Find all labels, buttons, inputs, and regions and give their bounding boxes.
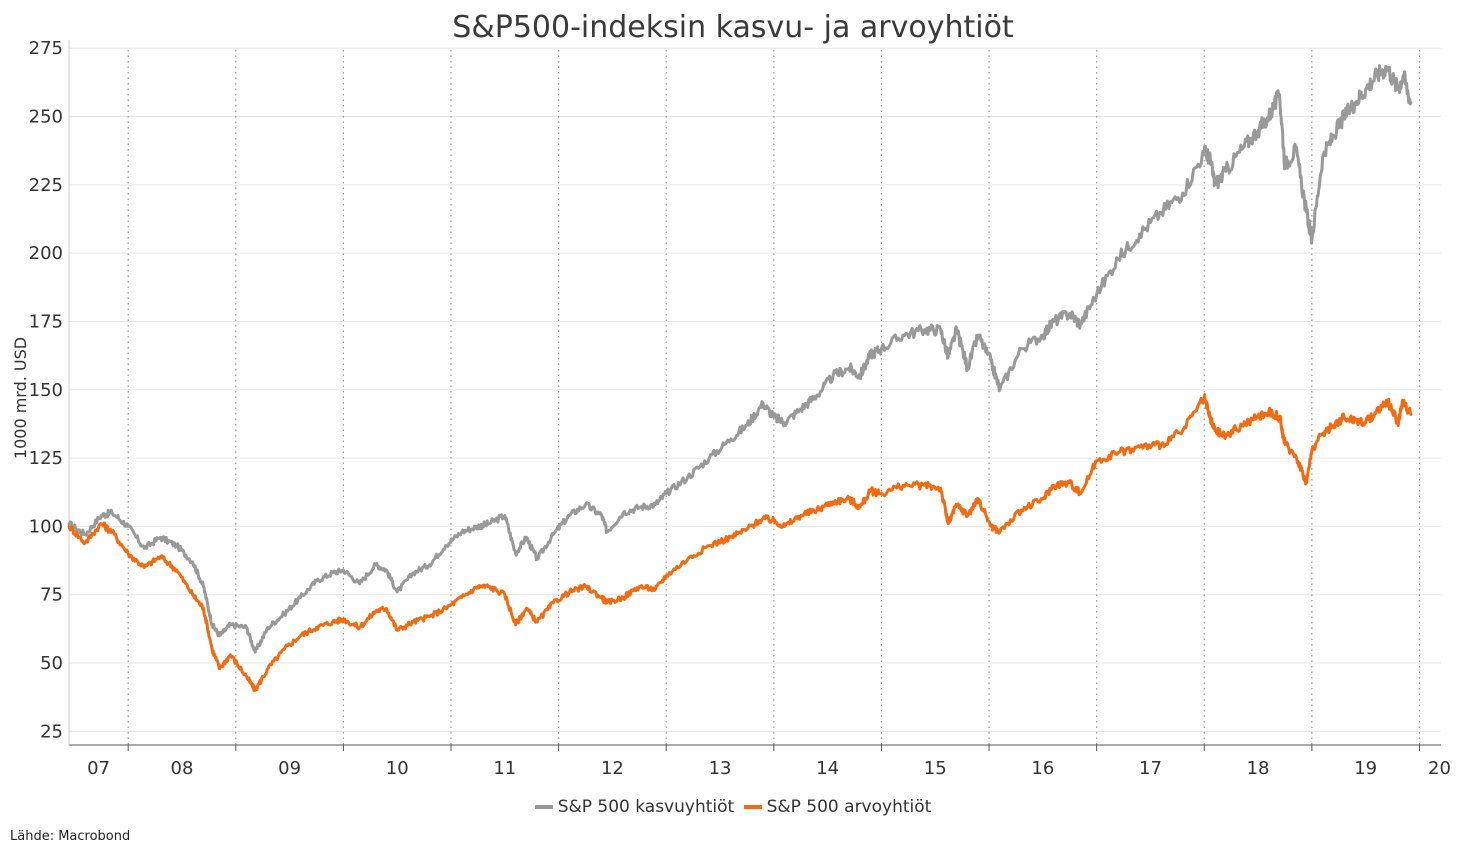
series-line-growth xyxy=(67,64,1413,654)
x-tick-label: 16 xyxy=(1031,758,1054,779)
source-note: Lähde: Macrobond xyxy=(10,829,131,844)
legend: S&P 500 kasvuyhtiöt S&P 500 arvoyhtiöt xyxy=(0,794,1466,817)
x-tick-label: 20 xyxy=(1428,758,1451,779)
y-tick-label: 200 xyxy=(29,243,63,264)
y-tick-label: 50 xyxy=(40,653,63,674)
series-lines xyxy=(67,64,1413,692)
x-tick-label: 19 xyxy=(1354,758,1377,779)
y-tick-label: 250 xyxy=(29,107,63,128)
y-tick-label: 175 xyxy=(29,311,63,332)
legend-item-growth[interactable]: S&P 500 kasvuyhtiöt xyxy=(534,797,735,817)
y-tick-label: 225 xyxy=(29,175,63,196)
legend-label-value: S&P 500 arvoyhtiöt xyxy=(766,797,932,817)
x-tick-label: 08 xyxy=(171,758,194,779)
x-tick-label: 14 xyxy=(816,758,839,779)
x-tick-label: 11 xyxy=(493,758,516,779)
x-tick-label: 18 xyxy=(1247,758,1270,779)
y-tick-label: 150 xyxy=(29,380,63,401)
y-tick-label: 75 xyxy=(40,585,63,606)
legend-swatch-growth xyxy=(534,805,553,809)
tick-labels: 25 50 75 100 125 150 175 200 225 250 275 07 08 09 10 11… xyxy=(29,38,1451,779)
y-tick-label: 125 xyxy=(29,448,63,469)
x-tick-label: 07 xyxy=(87,758,110,779)
grid xyxy=(69,47,1441,745)
x-tick-label: 09 xyxy=(278,758,301,779)
axes xyxy=(68,40,1441,751)
y-tick-label: 100 xyxy=(29,516,63,537)
y-tick-label: 275 xyxy=(29,38,63,59)
y-axis-label: 1000 mrd. USD xyxy=(11,337,30,459)
chart-title: S&P500-indeksin kasvu- ja arvoyhtiöt xyxy=(452,10,1014,45)
x-tick-label: 12 xyxy=(601,758,624,779)
y-tick-label: 25 xyxy=(40,721,63,742)
x-tick-label: 10 xyxy=(386,758,409,779)
x-tick-label: 13 xyxy=(709,758,732,779)
legend-item-value[interactable]: S&P 500 arvoyhtiöt xyxy=(743,797,932,817)
x-tick-label: 15 xyxy=(924,758,947,779)
x-tick-label: 17 xyxy=(1139,758,1162,779)
legend-label-growth: S&P 500 kasvuyhtiöt xyxy=(557,797,735,817)
series-line-value xyxy=(67,393,1413,692)
legend-swatch-value xyxy=(743,805,762,809)
